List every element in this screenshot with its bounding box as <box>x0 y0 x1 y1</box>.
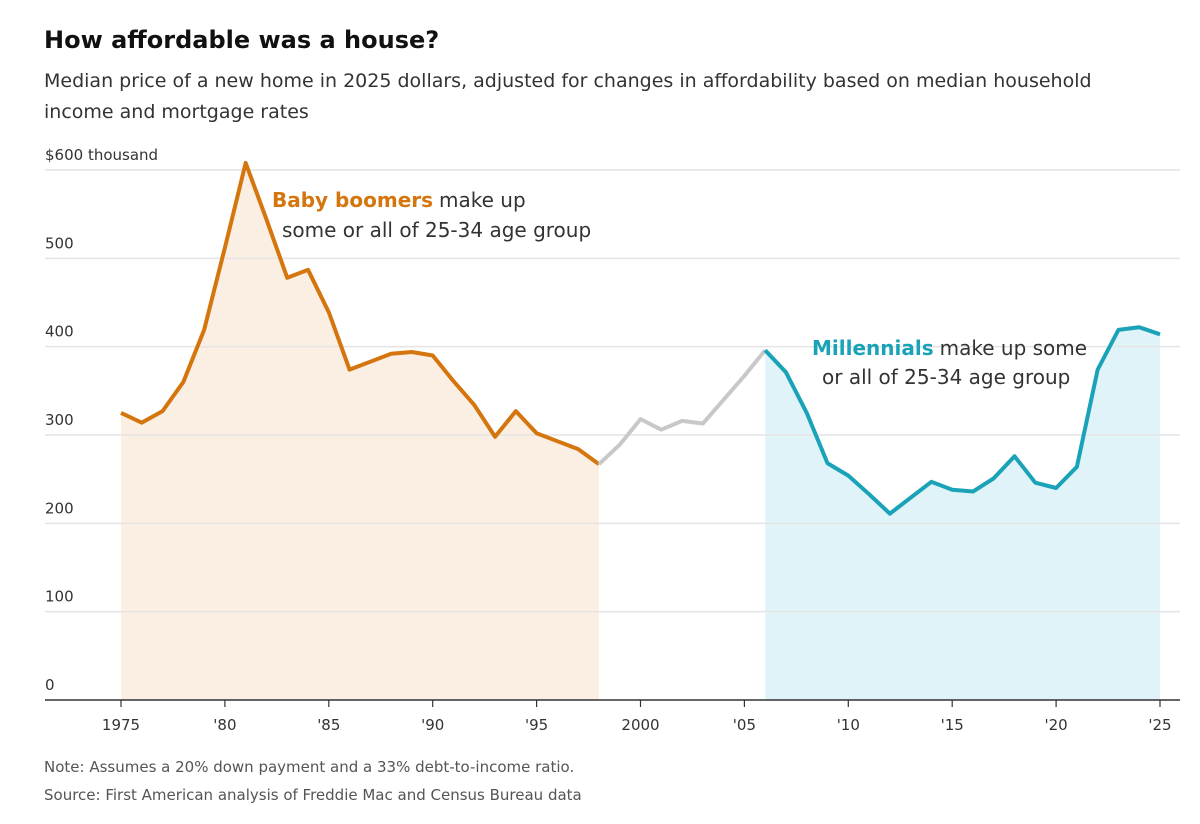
annotation-text: make up <box>439 188 526 212</box>
annotation-highlight: Baby boomers <box>272 188 433 212</box>
area <box>121 162 599 700</box>
note: Note: Assumes a 20% down payment and a 3… <box>44 758 575 776</box>
source: Source: First American analysis of Fredd… <box>44 786 582 804</box>
y-tick-label: $600 thousand <box>45 146 158 164</box>
annotation-text: make up some <box>940 336 1087 360</box>
x-tick-label: '80 <box>213 716 236 734</box>
annotation-text: or all of 25-34 age group <box>822 365 1070 389</box>
x-tick-label: '95 <box>525 716 548 734</box>
x-tick-label: '25 <box>1148 716 1171 734</box>
x-tick-label: '85 <box>317 716 340 734</box>
x-tick-label: '20 <box>1044 716 1067 734</box>
annotation: Millennials make up some <box>812 336 1087 360</box>
annotation-text: some or all of 25-34 age group <box>282 218 591 242</box>
line <box>120 160 601 466</box>
y-tick-label: 500 <box>45 234 74 252</box>
y-tick-label: 0 <box>45 676 55 694</box>
chart-subtitle: Median price of a new home in 2025 dolla… <box>44 70 1092 123</box>
annotation-highlight: Millennials <box>812 336 934 360</box>
annotation: Baby boomers make up <box>272 188 526 212</box>
x-tick-label: '10 <box>837 716 860 734</box>
x-tick-label: 1975 <box>102 716 140 734</box>
y-tick-label: 300 <box>45 411 74 429</box>
line <box>597 348 767 466</box>
x-tick-label: 2000 <box>621 716 659 734</box>
area <box>765 327 1160 700</box>
y-tick-label: 100 <box>45 588 74 606</box>
line <box>763 325 1161 516</box>
x-tick-label: '90 <box>421 716 444 734</box>
y-tick-label: 200 <box>45 499 74 517</box>
chart-title: How affordable was a house? <box>44 26 440 54</box>
x-tick-label: '15 <box>941 716 964 734</box>
y-tick-label: 400 <box>45 323 74 341</box>
x-tick-label: '05 <box>733 716 756 734</box>
